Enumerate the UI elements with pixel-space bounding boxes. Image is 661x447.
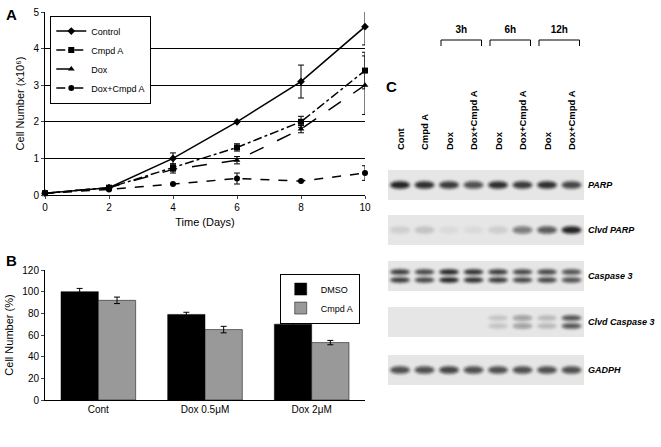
- svg-text:C: C: [386, 78, 397, 95]
- svg-text:Dox 0.5μM: Dox 0.5μM: [181, 404, 230, 415]
- svg-text:3h: 3h: [455, 24, 467, 35]
- svg-text:6: 6: [234, 202, 240, 213]
- svg-text:A: A: [6, 6, 17, 23]
- svg-text:Dox+Cmpd A: Dox+Cmpd A: [468, 90, 479, 150]
- svg-text:B: B: [6, 252, 17, 269]
- svg-text:Dox: Dox: [91, 65, 108, 75]
- svg-text:3: 3: [33, 80, 39, 91]
- svg-text:5: 5: [33, 7, 39, 18]
- svg-text:Cmpd A: Cmpd A: [321, 304, 353, 314]
- svg-text:2: 2: [33, 116, 39, 127]
- svg-text:1: 1: [33, 153, 39, 164]
- svg-text:Cmpd A: Cmpd A: [419, 114, 430, 150]
- svg-text:Control: Control: [91, 27, 120, 37]
- svg-text:Cont: Cont: [395, 128, 406, 150]
- svg-text:Cont: Cont: [88, 404, 109, 415]
- svg-text:4: 4: [170, 202, 176, 213]
- svg-text:Clvd PARP: Clvd PARP: [588, 225, 635, 235]
- svg-text:60: 60: [28, 330, 40, 341]
- svg-text:0: 0: [33, 395, 39, 406]
- svg-text:80: 80: [28, 308, 40, 319]
- svg-text:Cell Number (x10⁶): Cell Number (x10⁶): [14, 57, 26, 151]
- svg-text:Time (Days): Time (Days): [175, 216, 234, 228]
- svg-text:20: 20: [28, 373, 40, 384]
- svg-text:4: 4: [33, 43, 39, 54]
- svg-text:Dox: Dox: [542, 131, 553, 150]
- svg-text:Caspase 3: Caspase 3: [588, 271, 633, 281]
- svg-text:Dox: Dox: [493, 131, 504, 150]
- svg-text:100: 100: [22, 286, 39, 297]
- svg-text:Cell Number (%): Cell Number (%): [3, 294, 15, 375]
- svg-text:2: 2: [106, 202, 112, 213]
- svg-text:DMSO: DMSO: [321, 285, 348, 295]
- svg-text:Cmpd A: Cmpd A: [91, 46, 123, 56]
- svg-text:8: 8: [298, 202, 304, 213]
- svg-text:12h: 12h: [551, 24, 568, 35]
- svg-text:120: 120: [22, 265, 39, 276]
- svg-text:0: 0: [33, 190, 39, 201]
- svg-text:Clvd Caspase 3: Clvd Caspase 3: [588, 317, 655, 327]
- svg-text:Dox+Cmpd A: Dox+Cmpd A: [517, 90, 528, 150]
- svg-text:GADPH: GADPH: [588, 365, 621, 375]
- svg-text:Dox: Dox: [444, 131, 455, 150]
- svg-text:Dox+Cmpd A: Dox+Cmpd A: [91, 84, 144, 94]
- svg-text:10: 10: [359, 202, 371, 213]
- svg-text:PARP: PARP: [588, 180, 613, 190]
- svg-text:40: 40: [28, 351, 40, 362]
- svg-text:Dox 2μM: Dox 2μM: [292, 404, 332, 415]
- svg-text:0: 0: [42, 202, 48, 213]
- svg-text:Dox+Cmpd A: Dox+Cmpd A: [566, 90, 577, 150]
- svg-text:6h: 6h: [504, 24, 516, 35]
